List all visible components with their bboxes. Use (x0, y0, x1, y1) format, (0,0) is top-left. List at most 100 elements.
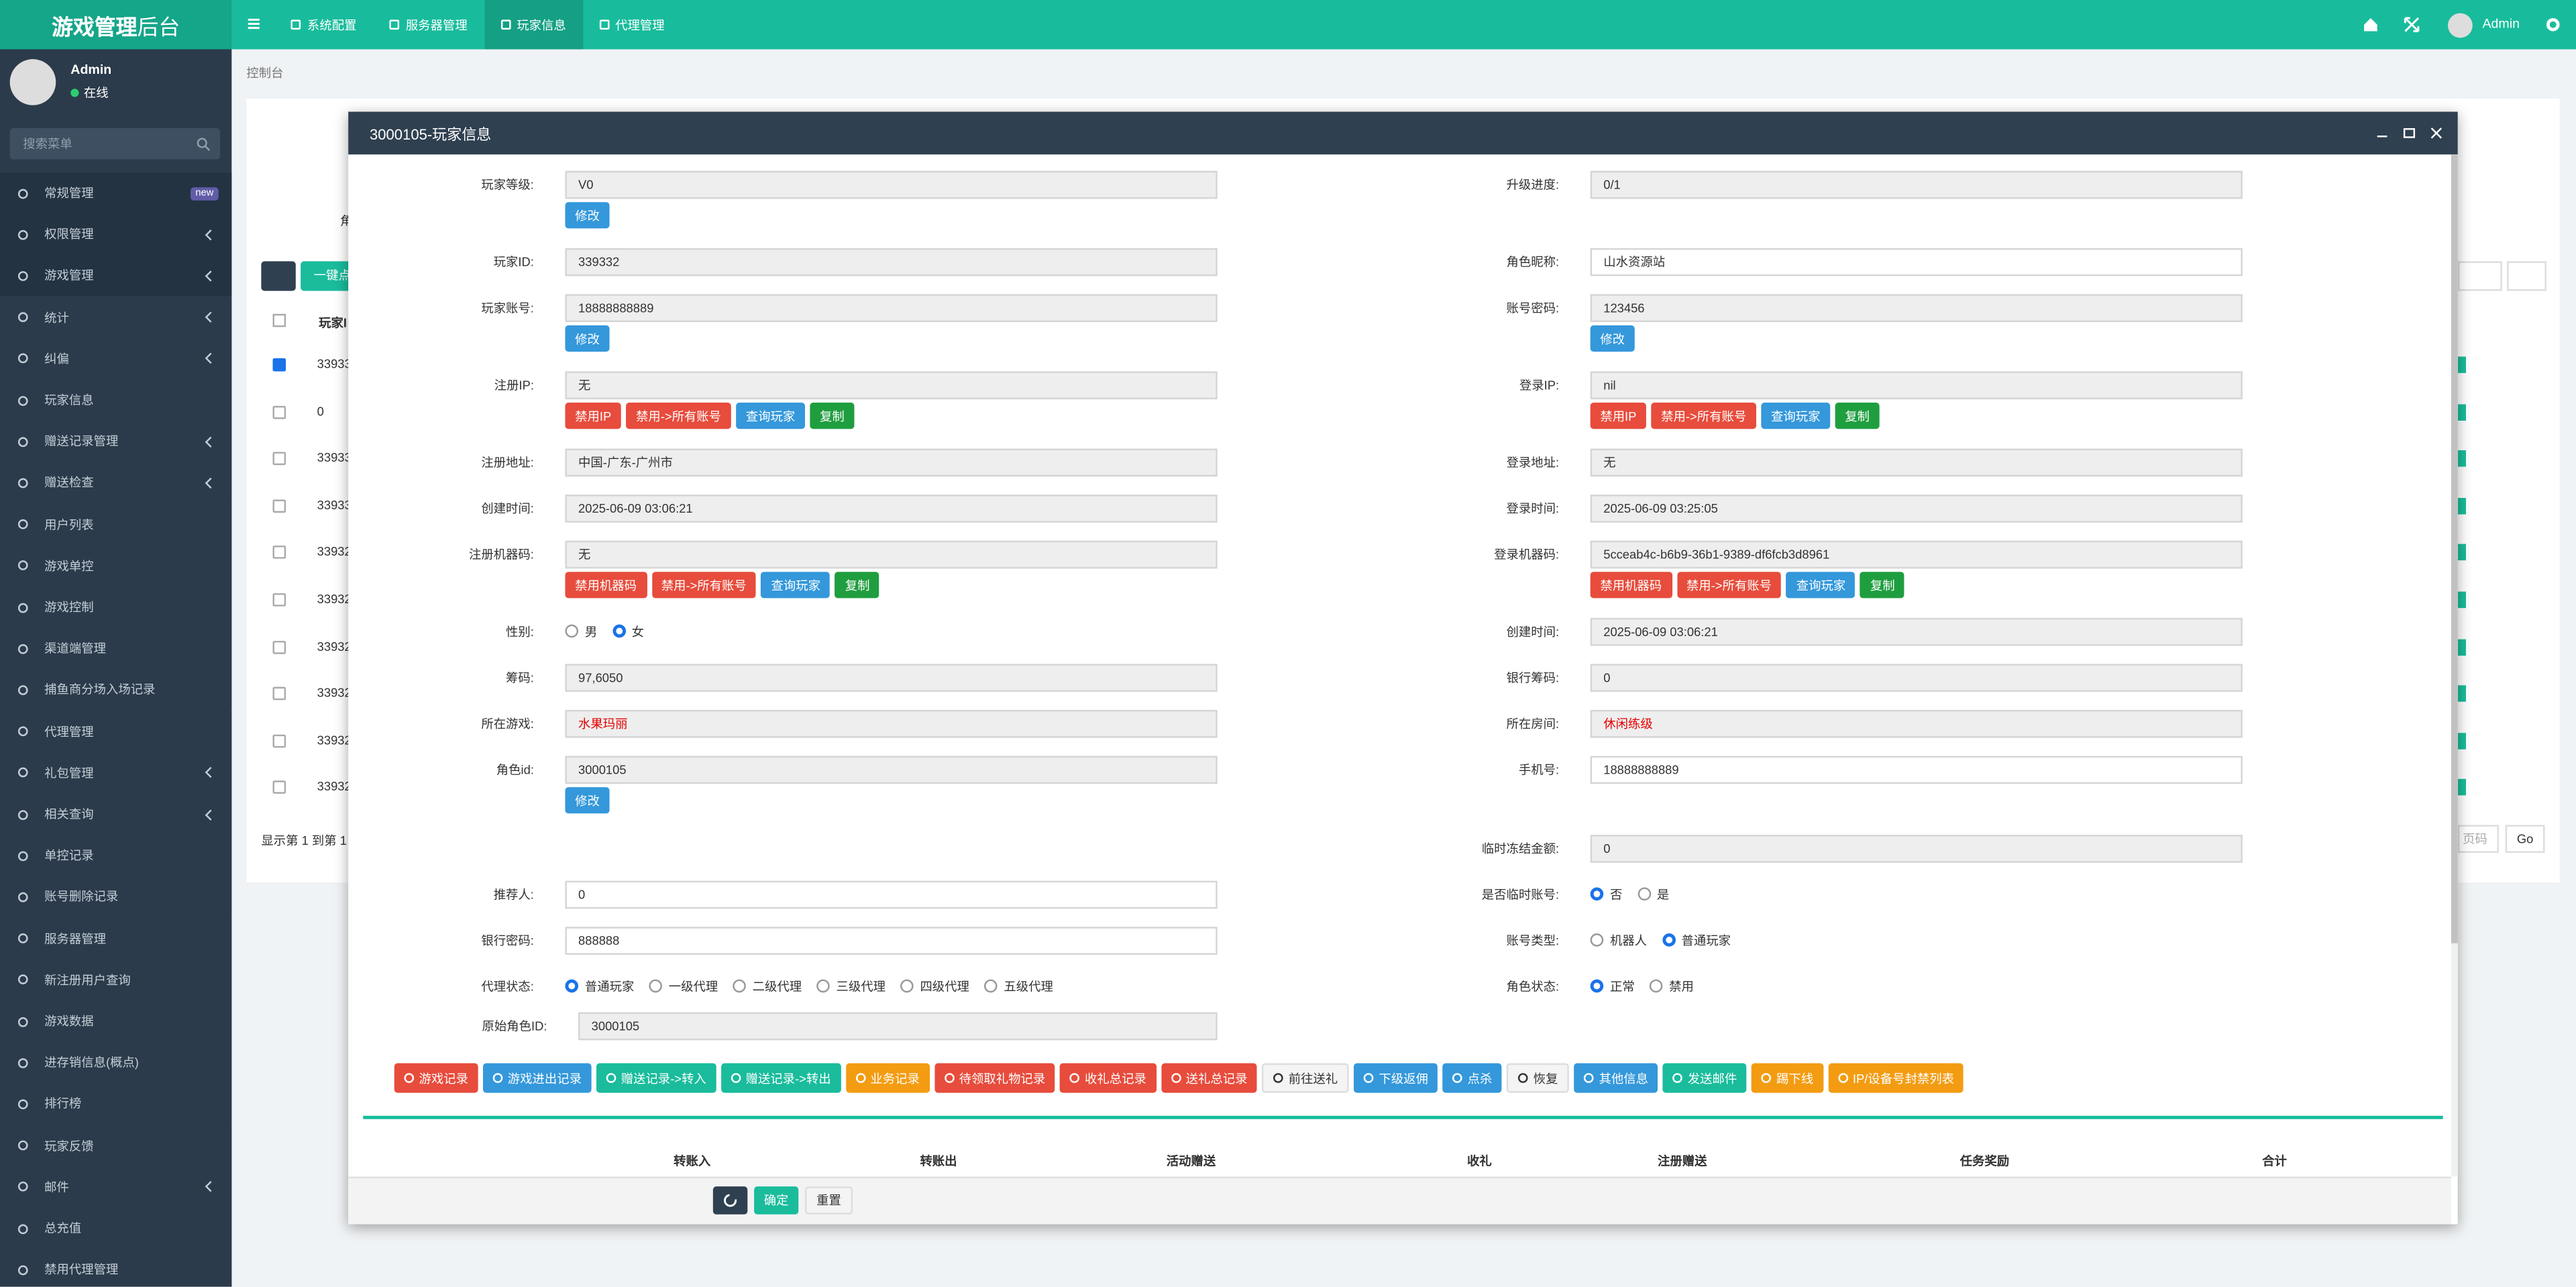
nav-item[interactable]: 玩家信息 (484, 0, 583, 50)
bg-row-action[interactable] (2457, 685, 2466, 703)
fullscreen-icon[interactable] (2404, 16, 2420, 33)
menu-item[interactable]: 权限管理 (0, 213, 232, 256)
menu-item[interactable]: 礼包管理 (0, 752, 232, 794)
logo[interactable]: 游戏管理 后台 (0, 0, 232, 50)
bg-row-checkbox[interactable] (272, 452, 286, 466)
action-button[interactable]: 游戏记录 (394, 1063, 478, 1093)
bg-row-action[interactable] (2457, 779, 2466, 796)
action-button[interactable]: 待领取礼物记录 (934, 1063, 1055, 1093)
bg-refresh[interactable] (261, 261, 296, 291)
menu-item[interactable]: 游戏单控 (0, 545, 232, 586)
refresh-button[interactable] (712, 1186, 748, 1215)
bg-row-action[interactable] (2457, 497, 2466, 515)
bg-checkbox[interactable] (272, 313, 286, 327)
radio-option[interactable]: 普通玩家 (1662, 931, 1731, 949)
field-button[interactable]: 查询玩家 (761, 572, 830, 599)
field-button[interactable]: 查询玩家 (1761, 403, 1831, 429)
home-icon[interactable] (2363, 16, 2379, 32)
footer-button[interactable]: 重置 (805, 1186, 853, 1215)
radio-option[interactable]: 普通玩家 (565, 977, 634, 995)
bg-row-action[interactable] (2457, 403, 2466, 420)
action-button[interactable]: 送礼总记录 (1161, 1063, 1258, 1093)
breadcrumb[interactable]: 控制台 (246, 65, 284, 81)
bg-row-checkbox[interactable] (272, 499, 286, 513)
field-button[interactable]: 修改 (565, 202, 610, 229)
menu-item[interactable]: 相关查询 (0, 793, 232, 835)
menu-item[interactable]: 邮件 (0, 1166, 232, 1208)
menu-toggle[interactable] (246, 16, 261, 31)
menu-item[interactable]: 进存销信息(概点) (0, 1042, 232, 1084)
field-button[interactable]: 禁用->所有账号 (626, 403, 731, 429)
bg-row-action[interactable] (2457, 732, 2466, 750)
bg-go[interactable]: Go (2505, 825, 2545, 854)
footer-button[interactable]: 确定 (754, 1186, 799, 1215)
nav-item[interactable]: 系统配置 (274, 0, 373, 49)
field-button[interactable]: 修改 (1590, 325, 1635, 352)
field-button[interactable]: 查询玩家 (736, 403, 805, 429)
field-button[interactable]: 禁用IP (565, 403, 621, 429)
menu-item[interactable]: 新注册用户查询 (0, 959, 232, 1000)
radio-option[interactable]: 否 (1590, 885, 1622, 903)
radio-option[interactable]: 女 (612, 622, 644, 640)
field-input[interactable]: 山水资源站 (1590, 247, 2243, 276)
bg-row-action[interactable] (2457, 450, 2466, 467)
field-button[interactable]: 复制 (810, 403, 855, 429)
user-name[interactable]: Admin (2482, 16, 2520, 32)
menu-item[interactable]: 游戏管理 (0, 255, 232, 297)
menu-item[interactable]: 游戏数据 (0, 1000, 232, 1042)
bg-search[interactable] (2507, 261, 2546, 291)
action-button[interactable]: 点杀 (1442, 1063, 1503, 1093)
action-button[interactable]: 踢下线 (1752, 1063, 1823, 1093)
menu-item[interactable]: 代理管理 (0, 711, 232, 752)
menu-item[interactable]: 纠偏 (0, 338, 232, 380)
field-button[interactable]: 复制 (835, 572, 880, 599)
action-button[interactable]: 恢复 (1507, 1063, 1570, 1093)
action-button[interactable]: 游戏进出记录 (483, 1063, 592, 1093)
field-input[interactable]: 0 (565, 880, 1218, 909)
radio-option[interactable]: 男 (565, 622, 597, 640)
menu-item[interactable]: 服务器管理 (0, 917, 232, 960)
field-button[interactable]: 修改 (565, 325, 610, 352)
nav-item[interactable]: 服务器管理 (373, 0, 484, 49)
bg-row-checkbox[interactable] (272, 734, 286, 748)
menu-item[interactable]: 常规管理 new (0, 172, 232, 214)
field-button[interactable]: 禁用->所有账号 (651, 572, 757, 599)
action-button[interactable]: 下级返佣 (1354, 1063, 1438, 1093)
bg-row-checkbox[interactable] (272, 358, 286, 372)
field-input[interactable]: 888888 (565, 926, 1218, 954)
action-button[interactable]: IP/设备号封禁列表 (1828, 1063, 1964, 1093)
bg-row-checkbox[interactable] (272, 781, 286, 794)
bg-row-checkbox[interactable] (272, 640, 286, 654)
settings-icon[interactable] (2545, 16, 2561, 32)
menu-item[interactable]: 用户列表 (0, 503, 232, 546)
bg-row-action[interactable] (2457, 638, 2466, 656)
menu-item[interactable]: 统计 (0, 297, 232, 338)
bg-row-action[interactable] (2457, 591, 2466, 609)
menu-item[interactable]: 玩家信息 (0, 379, 232, 421)
field-button[interactable]: 禁用机器码 (565, 572, 647, 599)
field-input[interactable]: 18888888889 (1590, 755, 2243, 783)
field-button[interactable]: 禁用->所有账号 (1676, 572, 1782, 599)
radio-option[interactable]: 四级代理 (900, 977, 969, 995)
menu-item[interactable]: 玩家反馈 (0, 1125, 232, 1166)
action-button[interactable]: 赠送记录->转出 (720, 1063, 841, 1093)
modal-controls[interactable] (2374, 125, 2448, 141)
field-button[interactable]: 复制 (1835, 403, 1880, 429)
avatar[interactable] (2448, 13, 2473, 38)
radio-option[interactable]: 禁用 (1649, 977, 1694, 995)
bg-page-input[interactable]: 页码 (2457, 825, 2499, 854)
scroll-thumb[interactable] (2451, 154, 2458, 943)
radio-option[interactable]: 三级代理 (816, 977, 885, 995)
bg-row-action[interactable] (2457, 544, 2466, 562)
bg-row-checkbox[interactable] (272, 593, 286, 607)
radio-option[interactable]: 机器人 (1590, 931, 1647, 949)
action-button[interactable]: 赠送记录->转入 (596, 1063, 716, 1093)
bg-dropdown[interactable] (2457, 261, 2502, 291)
menu-item[interactable]: 游戏控制 (0, 586, 232, 628)
action-button[interactable]: 收礼总记录 (1060, 1063, 1157, 1093)
menu-search[interactable]: 搜索菜单 (9, 128, 221, 160)
menu-item[interactable]: 总充值 (0, 1208, 232, 1249)
menu-item[interactable]: 捕鱼商分场入场记录 (0, 669, 232, 711)
radio-option[interactable]: 一级代理 (649, 977, 718, 995)
bg-row-checkbox[interactable] (272, 687, 286, 701)
